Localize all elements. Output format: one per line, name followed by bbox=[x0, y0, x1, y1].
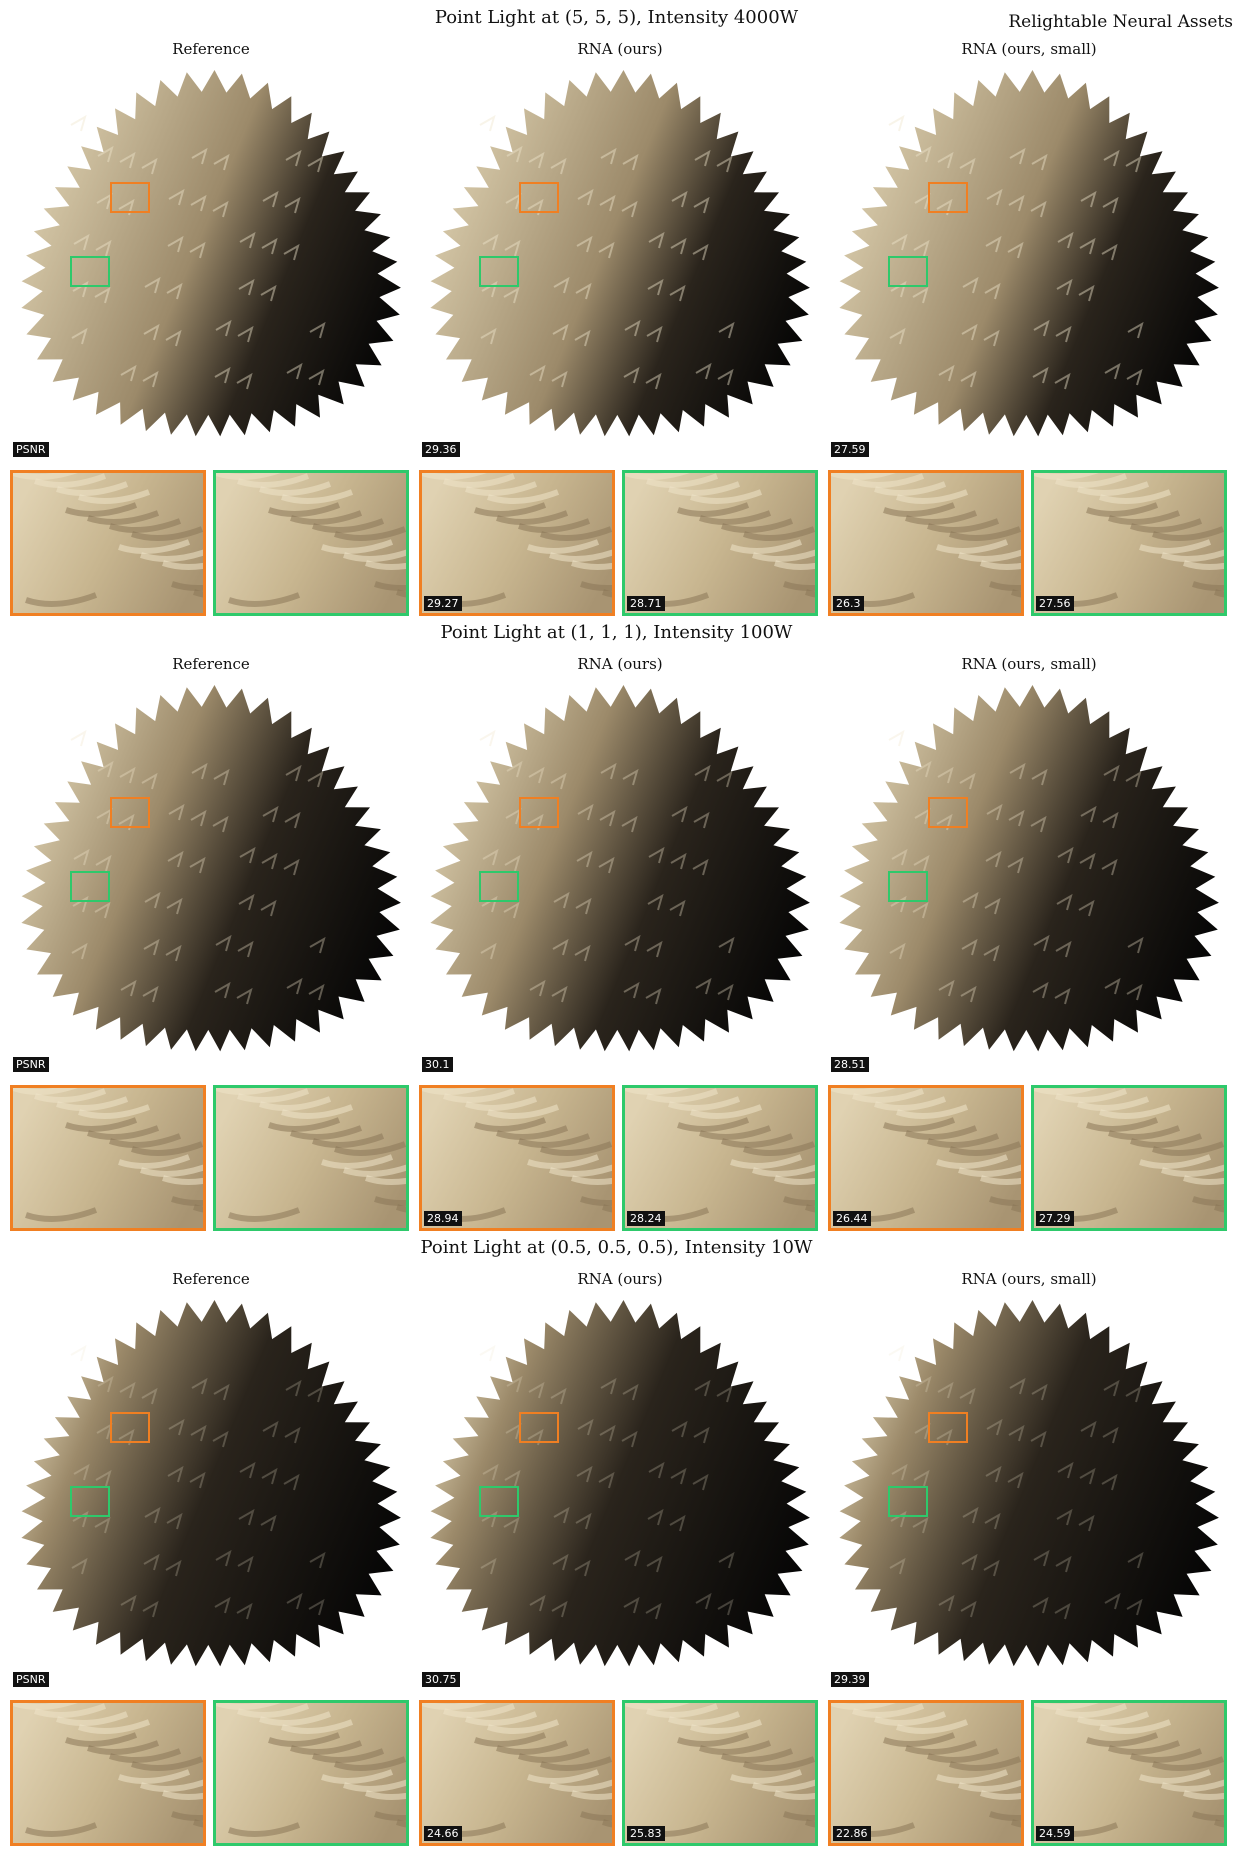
orange-highlight-box bbox=[519, 797, 559, 828]
orange-highlight-box bbox=[928, 182, 968, 213]
orange-crop: 26.3 bbox=[828, 470, 1024, 616]
green-crop: 28.71 bbox=[622, 470, 818, 616]
psnr-label: PSNR bbox=[13, 1672, 49, 1687]
crop-psnr-label: 28.94 bbox=[424, 1211, 462, 1226]
crop-psnr-label: 26.3 bbox=[833, 596, 864, 611]
green-crop bbox=[213, 1700, 409, 1846]
column-label: Reference bbox=[172, 40, 250, 58]
crop-psnr-label: 24.59 bbox=[1036, 1826, 1074, 1841]
rendered-image bbox=[420, 1295, 820, 1695]
figure-section: Point Light at (0.5, 0.5, 0.5), Intensit… bbox=[0, 1237, 1233, 1849]
rendered-image bbox=[420, 65, 820, 465]
green-highlight-box bbox=[70, 256, 110, 287]
rendered-image bbox=[829, 1295, 1229, 1695]
green-crop: 28.24 bbox=[622, 1085, 818, 1231]
green-highlight-box bbox=[70, 871, 110, 902]
section-title: Point Light at (0.5, 0.5, 0.5), Intensit… bbox=[420, 1237, 813, 1258]
psnr-label: 28.51 bbox=[831, 1057, 869, 1072]
orange-highlight-box bbox=[519, 182, 559, 213]
section-title: Point Light at (5, 5, 5), Intensity 4000… bbox=[434, 7, 799, 28]
green-highlight-box bbox=[479, 1486, 519, 1517]
orange-crop: 28.94 bbox=[419, 1085, 615, 1231]
rendered-image bbox=[829, 65, 1229, 465]
orange-crop: 26.44 bbox=[828, 1085, 1024, 1231]
column-label: RNA (ours, small) bbox=[961, 655, 1097, 673]
column-label: Reference bbox=[172, 1270, 250, 1288]
column-label: Reference bbox=[172, 655, 250, 673]
crop-psnr-label: 29.27 bbox=[424, 596, 462, 611]
crop-psnr-label: 28.24 bbox=[627, 1211, 665, 1226]
crop-psnr-label: 22.86 bbox=[833, 1826, 871, 1841]
orange-highlight-box bbox=[110, 1412, 150, 1443]
psnr-label: 29.36 bbox=[422, 442, 460, 457]
green-highlight-box bbox=[70, 1486, 110, 1517]
running-header: Relightable Neural Assets bbox=[1008, 12, 1233, 32]
rendered-image bbox=[11, 65, 411, 465]
orange-highlight-box bbox=[928, 1412, 968, 1443]
section-title: Point Light at (1, 1, 1), Intensity 100W bbox=[440, 622, 793, 643]
psnr-label: 30.75 bbox=[422, 1672, 460, 1687]
orange-highlight-box bbox=[519, 1412, 559, 1443]
crop-psnr-label: 24.66 bbox=[424, 1826, 462, 1841]
orange-crop: 29.27 bbox=[419, 470, 615, 616]
rendered-image bbox=[829, 680, 1229, 1080]
orange-crop bbox=[10, 1700, 206, 1846]
green-crop bbox=[213, 1085, 409, 1231]
green-crop: 27.56 bbox=[1031, 470, 1227, 616]
crop-psnr-label: 26.44 bbox=[833, 1211, 871, 1226]
psnr-label: 29.39 bbox=[831, 1672, 869, 1687]
green-highlight-box bbox=[888, 1486, 928, 1517]
orange-highlight-box bbox=[110, 182, 150, 213]
rendered-image bbox=[420, 680, 820, 1080]
psnr-label: 30.1 bbox=[422, 1057, 453, 1072]
orange-crop bbox=[10, 1085, 206, 1231]
figure-section: Point Light at (1, 1, 1), Intensity 100W… bbox=[0, 622, 1233, 1234]
crop-psnr-label: 27.29 bbox=[1036, 1211, 1074, 1226]
green-crop: 27.29 bbox=[1031, 1085, 1227, 1231]
column-label: RNA (ours, small) bbox=[961, 1270, 1097, 1288]
orange-crop: 24.66 bbox=[419, 1700, 615, 1846]
green-highlight-box bbox=[479, 871, 519, 902]
rendered-image bbox=[11, 680, 411, 1080]
figure-section: Point Light at (5, 5, 5), Intensity 4000… bbox=[0, 7, 1233, 619]
psnr-label: PSNR bbox=[13, 1057, 49, 1072]
orange-highlight-box bbox=[110, 797, 150, 828]
column-label: RNA (ours) bbox=[577, 40, 663, 58]
green-highlight-box bbox=[888, 256, 928, 287]
column-label: RNA (ours, small) bbox=[961, 40, 1097, 58]
orange-crop bbox=[10, 470, 206, 616]
orange-highlight-box bbox=[928, 797, 968, 828]
column-label: RNA (ours) bbox=[577, 655, 663, 673]
green-highlight-box bbox=[479, 256, 519, 287]
orange-crop: 22.86 bbox=[828, 1700, 1024, 1846]
crop-psnr-label: 27.56 bbox=[1036, 596, 1074, 611]
column-label: RNA (ours) bbox=[577, 1270, 663, 1288]
green-highlight-box bbox=[888, 871, 928, 902]
psnr-label: 27.59 bbox=[831, 442, 869, 457]
crop-psnr-label: 28.71 bbox=[627, 596, 665, 611]
psnr-label: PSNR bbox=[13, 442, 49, 457]
crop-psnr-label: 25.83 bbox=[627, 1826, 665, 1841]
green-crop: 25.83 bbox=[622, 1700, 818, 1846]
green-crop bbox=[213, 470, 409, 616]
green-crop: 24.59 bbox=[1031, 1700, 1227, 1846]
